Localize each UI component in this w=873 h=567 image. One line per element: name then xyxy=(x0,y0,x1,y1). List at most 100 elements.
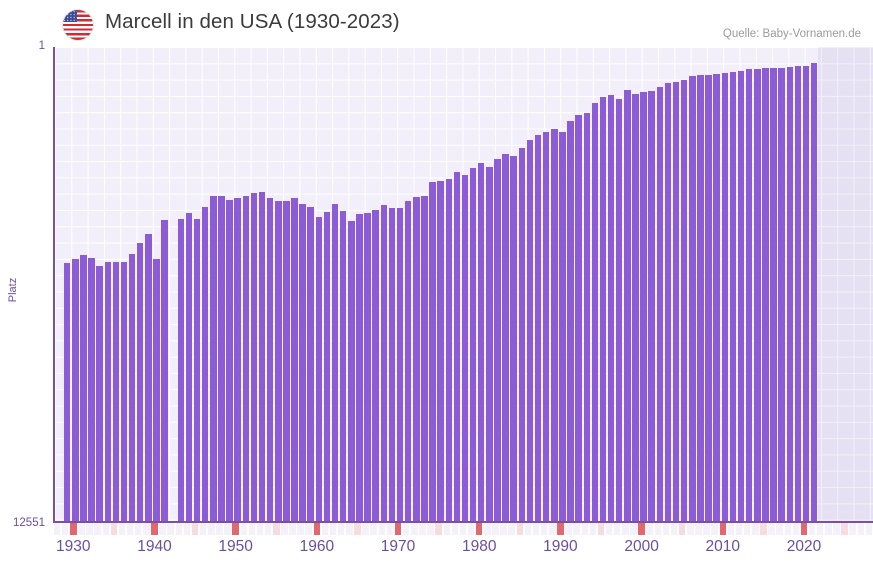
bar[interactable] xyxy=(242,196,250,523)
x-axis-tick xyxy=(752,523,759,535)
bar[interactable] xyxy=(616,99,623,523)
bar[interactable] xyxy=(307,207,314,523)
bar[interactable] xyxy=(364,213,371,523)
bar[interactable] xyxy=(226,200,233,523)
bar[interactable] xyxy=(648,90,655,523)
bar[interactable] xyxy=(640,91,647,523)
x-axis-tick xyxy=(362,523,369,535)
bar[interactable] xyxy=(258,192,266,523)
bar[interactable] xyxy=(778,67,785,523)
bar[interactable] xyxy=(88,257,95,523)
bar[interactable] xyxy=(518,147,526,523)
bar[interactable] xyxy=(583,112,591,523)
bar[interactable] xyxy=(72,259,79,523)
bar[interactable] xyxy=(201,206,209,523)
bar[interactable] xyxy=(315,216,323,523)
bar[interactable] xyxy=(632,94,639,523)
bar[interactable] xyxy=(559,132,566,523)
bar[interactable] xyxy=(120,262,128,523)
bar[interactable] xyxy=(380,204,388,523)
bar[interactable] xyxy=(754,69,761,523)
bar[interactable] xyxy=(266,197,274,523)
bar[interactable] xyxy=(664,82,672,523)
bar[interactable] xyxy=(185,212,193,523)
bar[interactable] xyxy=(745,69,753,523)
bar[interactable] xyxy=(331,204,339,523)
bar[interactable] xyxy=(112,262,120,523)
y-axis-tick-top: 1 xyxy=(38,40,45,52)
x-axis-tick-label: 2010 xyxy=(705,538,741,555)
bar[interactable] xyxy=(786,67,793,523)
bar[interactable] xyxy=(161,220,168,523)
bar[interactable] xyxy=(339,210,347,523)
bar[interactable] xyxy=(697,74,704,523)
x-axis-tick xyxy=(557,523,564,535)
bar[interactable] xyxy=(599,96,607,523)
bar[interactable] xyxy=(494,158,501,523)
bar[interactable] xyxy=(429,182,436,523)
bar[interactable] xyxy=(680,80,688,523)
bar[interactable] xyxy=(396,208,404,523)
bar[interactable] xyxy=(672,81,680,523)
bar[interactable] xyxy=(737,70,745,523)
bar[interactable] xyxy=(656,87,664,523)
bar[interactable] xyxy=(762,68,769,523)
bar[interactable] xyxy=(802,65,810,523)
bar[interactable] xyxy=(453,171,461,523)
bar[interactable] xyxy=(729,72,737,523)
bar[interactable] xyxy=(104,262,111,523)
bar[interactable] xyxy=(210,196,217,523)
bar[interactable] xyxy=(153,259,160,523)
bar[interactable] xyxy=(713,73,720,523)
bar[interactable] xyxy=(421,196,428,523)
bar[interactable] xyxy=(80,254,87,523)
bar[interactable] xyxy=(388,208,396,523)
bar[interactable] xyxy=(283,201,290,523)
bar[interactable] xyxy=(567,121,574,523)
x-axis-tick xyxy=(321,523,329,535)
bar[interactable] xyxy=(275,201,282,523)
bar[interactable] xyxy=(705,75,712,523)
bar[interactable] xyxy=(356,213,363,523)
bar[interactable] xyxy=(461,174,469,523)
bar[interactable] xyxy=(477,163,485,523)
bar[interactable] xyxy=(177,219,185,523)
bar[interactable] xyxy=(445,179,452,523)
bar[interactable] xyxy=(145,234,152,523)
bar[interactable] xyxy=(486,166,493,523)
bar[interactable] xyxy=(526,139,534,523)
bar[interactable] xyxy=(323,212,331,523)
bar[interactable] xyxy=(63,263,71,523)
bar[interactable] xyxy=(348,221,355,523)
bar[interactable] xyxy=(413,197,420,523)
bar[interactable] xyxy=(250,193,258,523)
bar[interactable] xyxy=(404,201,412,523)
bar[interactable] xyxy=(437,181,444,523)
bar[interactable] xyxy=(575,114,582,523)
bar[interactable] xyxy=(721,72,729,523)
bar[interactable] xyxy=(810,62,818,523)
bar[interactable] xyxy=(542,132,550,523)
bar[interactable] xyxy=(510,155,517,523)
bar[interactable] xyxy=(794,66,802,523)
bar[interactable] xyxy=(193,218,201,523)
bar[interactable] xyxy=(624,89,631,523)
bar[interactable] xyxy=(534,135,542,523)
bar[interactable] xyxy=(137,242,144,523)
bar[interactable] xyxy=(291,197,298,523)
bar[interactable] xyxy=(234,198,241,523)
bar[interactable] xyxy=(372,210,379,523)
bar[interactable] xyxy=(469,168,477,523)
bar[interactable] xyxy=(96,265,103,523)
bar[interactable] xyxy=(689,76,696,523)
x-axis-tick xyxy=(808,523,816,535)
bar[interactable] xyxy=(502,153,509,523)
bar[interactable] xyxy=(770,68,777,523)
bar[interactable] xyxy=(218,196,225,523)
bar[interactable] xyxy=(299,203,306,523)
bar[interactable] xyxy=(591,102,599,523)
bar[interactable] xyxy=(551,129,558,523)
x-axis-tick xyxy=(459,523,467,535)
bar[interactable] xyxy=(128,253,136,523)
bar[interactable] xyxy=(607,95,615,523)
